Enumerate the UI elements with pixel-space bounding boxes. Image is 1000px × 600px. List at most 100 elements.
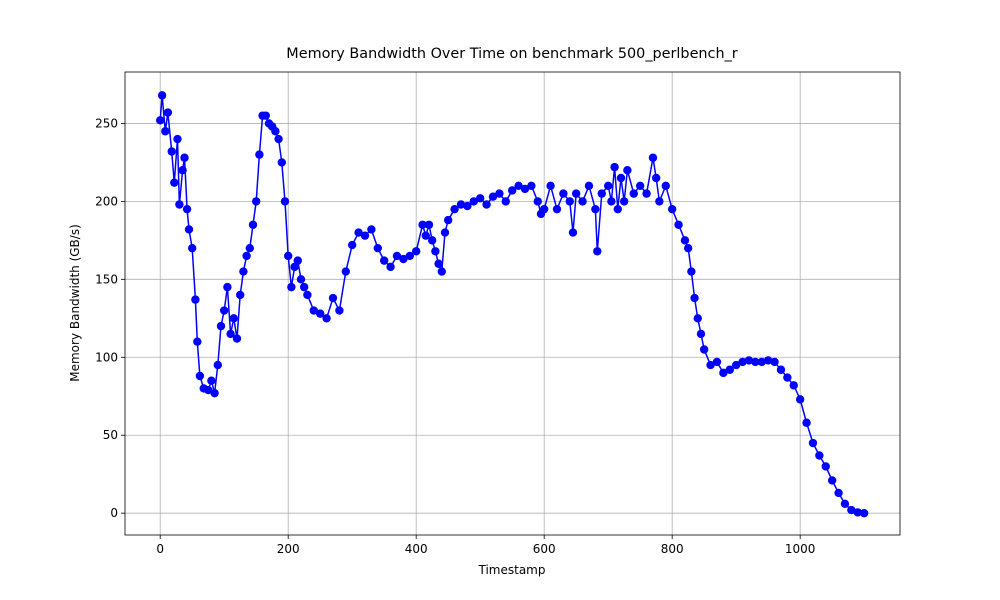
data-point [418, 220, 427, 229]
data-point [287, 282, 296, 292]
data-point [552, 204, 562, 214]
data-point [354, 228, 363, 237]
data-point [651, 173, 661, 183]
data-point [405, 251, 414, 261]
data-point [795, 395, 805, 404]
y-tick-label: 250 [95, 116, 118, 130]
data-point [687, 267, 696, 276]
data-point [379, 256, 389, 265]
data-point [195, 371, 205, 381]
data-point [322, 314, 331, 323]
data-point [635, 181, 645, 191]
data-point [815, 451, 824, 460]
data-point [655, 197, 664, 206]
data-point [559, 189, 568, 198]
data-point [719, 368, 728, 378]
data-point [161, 127, 170, 136]
data-point [392, 251, 402, 261]
data-point [203, 385, 213, 395]
data-point [757, 357, 766, 367]
data-point [629, 189, 638, 198]
data-point [763, 356, 773, 365]
data-point [533, 197, 542, 206]
data-point [802, 418, 811, 427]
data-point [303, 290, 312, 300]
data-point [591, 204, 600, 214]
data-point [603, 181, 613, 191]
data-point [232, 334, 242, 343]
data-point [565, 197, 574, 206]
data-point [683, 243, 693, 253]
data-point [193, 337, 202, 346]
data-point [751, 357, 760, 367]
data-point [661, 181, 670, 191]
data-point [248, 220, 258, 229]
data-point [167, 147, 176, 156]
data-point [341, 267, 350, 276]
data-point [178, 166, 187, 175]
data-point [501, 197, 510, 206]
data-point [157, 91, 167, 100]
data-point [593, 247, 602, 256]
data-point [424, 220, 434, 229]
data-point [696, 329, 706, 339]
data-point [191, 295, 200, 304]
x-tick-label: 400 [405, 542, 428, 556]
data-point [229, 314, 238, 323]
data-point [245, 243, 254, 253]
plot-area [155, 91, 869, 518]
data-point [495, 189, 504, 198]
data-point [642, 189, 651, 198]
data-point [527, 181, 536, 191]
data-point [182, 204, 192, 214]
data-point [173, 134, 182, 144]
data-point [520, 184, 530, 194]
data-point [667, 204, 677, 214]
data-point [859, 508, 869, 518]
y-tick-label: 0 [110, 506, 118, 520]
chart-title: Memory Bandwidth Over Time on benchmark … [286, 46, 737, 62]
data-point [840, 499, 850, 509]
data-point [315, 309, 325, 318]
data-point [853, 508, 862, 517]
data-point [770, 357, 779, 367]
data-point [648, 153, 658, 162]
data-point [293, 256, 302, 265]
data-point [712, 357, 722, 367]
x-axis-label: Timestamp [478, 563, 546, 577]
data-point [235, 290, 245, 300]
data-point [216, 321, 226, 331]
data-point [680, 236, 690, 245]
data-point [827, 476, 837, 485]
data-point [693, 314, 702, 323]
data-point [463, 201, 472, 211]
y-tick-label: 200 [95, 194, 118, 208]
data-point [488, 192, 498, 201]
data-point [706, 360, 715, 370]
data-line [159, 95, 865, 514]
x-tick-label: 200 [277, 542, 300, 556]
data-point [290, 262, 299, 272]
data-point [738, 357, 747, 367]
data-point [251, 197, 261, 206]
data-point [309, 306, 318, 315]
data-point [546, 181, 555, 191]
data-point [776, 365, 786, 374]
data-point [373, 243, 382, 253]
data-point [616, 173, 626, 183]
data-point [610, 162, 619, 172]
data-point [360, 231, 370, 240]
data-point [274, 134, 283, 144]
data-point [613, 204, 622, 214]
data-point [187, 243, 197, 253]
data-point [223, 282, 232, 292]
data-point [469, 197, 478, 206]
data-point [242, 251, 251, 261]
data-point [744, 356, 754, 365]
data-point [255, 150, 264, 159]
data-point [434, 259, 443, 268]
data-point [155, 116, 165, 125]
data-point [283, 251, 293, 261]
data-point [789, 381, 798, 390]
